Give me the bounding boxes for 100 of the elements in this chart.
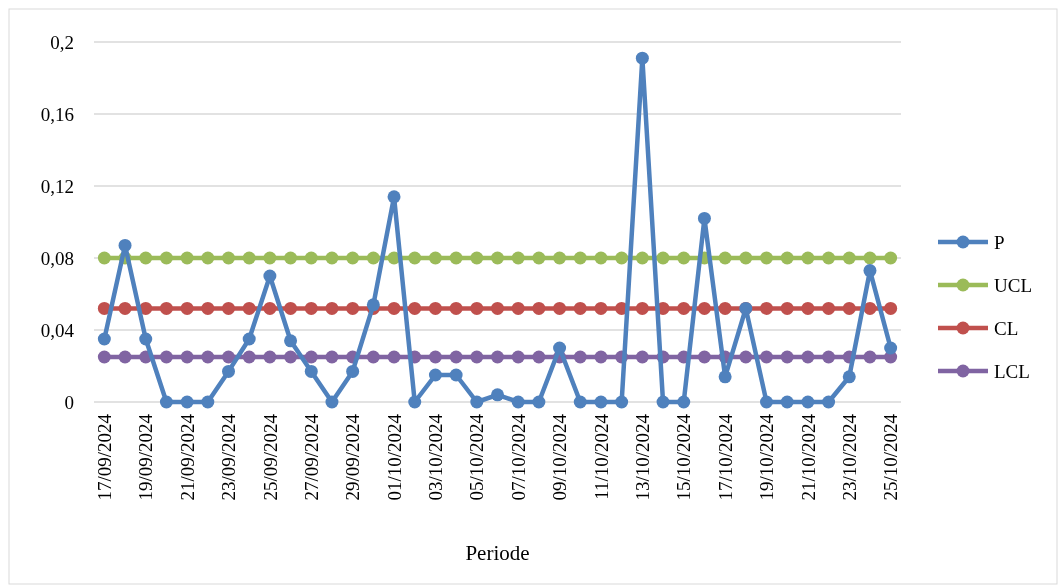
y-tick-label: 0,12 bbox=[40, 175, 74, 197]
point bbox=[884, 341, 898, 355]
point bbox=[842, 370, 856, 384]
point bbox=[366, 251, 380, 265]
point bbox=[656, 251, 670, 265]
x-tick-label: 01/10/2024 bbox=[383, 413, 405, 501]
point bbox=[263, 251, 277, 265]
point bbox=[573, 395, 587, 409]
point bbox=[118, 301, 132, 315]
x-tick-label: 09/10/2024 bbox=[549, 413, 571, 501]
point bbox=[573, 251, 587, 265]
point bbox=[697, 301, 711, 315]
x-tick-label: 05/10/2024 bbox=[466, 413, 488, 501]
point bbox=[180, 395, 194, 409]
point bbox=[242, 301, 256, 315]
x-tick-label: 03/10/2024 bbox=[425, 413, 447, 501]
point bbox=[842, 251, 856, 265]
x-tick-label: 23/09/2024 bbox=[218, 413, 240, 501]
point bbox=[801, 395, 815, 409]
point bbox=[470, 301, 484, 315]
point bbox=[553, 301, 567, 315]
x-tick-label: 17/09/2024 bbox=[94, 413, 115, 501]
point bbox=[635, 350, 649, 364]
point bbox=[739, 350, 753, 364]
point bbox=[491, 301, 504, 315]
point bbox=[718, 251, 732, 265]
point bbox=[553, 251, 567, 265]
point bbox=[222, 364, 235, 378]
point bbox=[387, 350, 401, 364]
point bbox=[822, 350, 836, 364]
point bbox=[325, 350, 339, 364]
point bbox=[863, 251, 877, 265]
point bbox=[718, 301, 732, 315]
point bbox=[780, 251, 794, 265]
point bbox=[180, 251, 194, 265]
point bbox=[97, 251, 111, 265]
y-tick-label: 0 bbox=[64, 391, 74, 413]
y-tick-label: 0,08 bbox=[40, 247, 74, 269]
point bbox=[428, 251, 442, 265]
point bbox=[470, 251, 484, 265]
x-tick-label: 07/10/2024 bbox=[507, 413, 529, 501]
legend-label: LCL bbox=[994, 360, 1030, 382]
x-tick-label: 13/10/2024 bbox=[632, 413, 653, 501]
x-tick-label: 19/10/2024 bbox=[756, 413, 778, 501]
point bbox=[242, 332, 256, 346]
point bbox=[304, 364, 318, 378]
point bbox=[387, 190, 401, 204]
point bbox=[594, 251, 608, 265]
point bbox=[594, 395, 608, 409]
x-tick-label: 11/10/2024 bbox=[590, 413, 612, 500]
point bbox=[304, 350, 318, 364]
point bbox=[325, 301, 339, 315]
point bbox=[428, 301, 442, 315]
point bbox=[697, 211, 711, 225]
x-axis-title: Periode bbox=[465, 541, 530, 565]
point bbox=[863, 264, 877, 278]
point bbox=[284, 350, 298, 364]
point bbox=[118, 238, 132, 252]
point bbox=[284, 301, 298, 315]
x-tick-label: 23/10/2024 bbox=[838, 413, 860, 501]
point bbox=[201, 251, 215, 265]
point bbox=[222, 251, 235, 265]
point bbox=[428, 350, 442, 364]
point bbox=[491, 388, 504, 402]
point bbox=[408, 301, 422, 315]
point bbox=[325, 251, 339, 265]
point bbox=[387, 301, 401, 315]
point bbox=[159, 251, 173, 265]
point bbox=[656, 395, 670, 409]
point bbox=[532, 350, 546, 364]
point bbox=[201, 395, 215, 409]
point bbox=[284, 334, 298, 348]
point bbox=[553, 341, 567, 355]
point bbox=[263, 269, 277, 283]
x-tick-label: 25/09/2024 bbox=[259, 413, 281, 501]
y-tick-label: 0,16 bbox=[40, 103, 74, 125]
point bbox=[366, 350, 380, 364]
point bbox=[408, 395, 422, 409]
point bbox=[801, 301, 815, 315]
point bbox=[718, 370, 732, 384]
point bbox=[201, 350, 215, 364]
point bbox=[573, 301, 587, 315]
x-tick-label: 27/09/2024 bbox=[300, 413, 322, 501]
point bbox=[242, 350, 256, 364]
point bbox=[511, 395, 525, 409]
point bbox=[242, 251, 256, 265]
point bbox=[449, 301, 463, 315]
point bbox=[325, 395, 339, 409]
point bbox=[573, 350, 587, 364]
point bbox=[284, 251, 298, 265]
point bbox=[863, 301, 877, 315]
point bbox=[842, 301, 856, 315]
point bbox=[780, 350, 794, 364]
point bbox=[159, 395, 173, 409]
point bbox=[822, 301, 836, 315]
point bbox=[180, 301, 194, 315]
point bbox=[428, 368, 442, 382]
point bbox=[346, 301, 360, 315]
y-tick-label: 0,04 bbox=[40, 319, 75, 341]
y-tick-label: 0,2 bbox=[50, 31, 74, 53]
